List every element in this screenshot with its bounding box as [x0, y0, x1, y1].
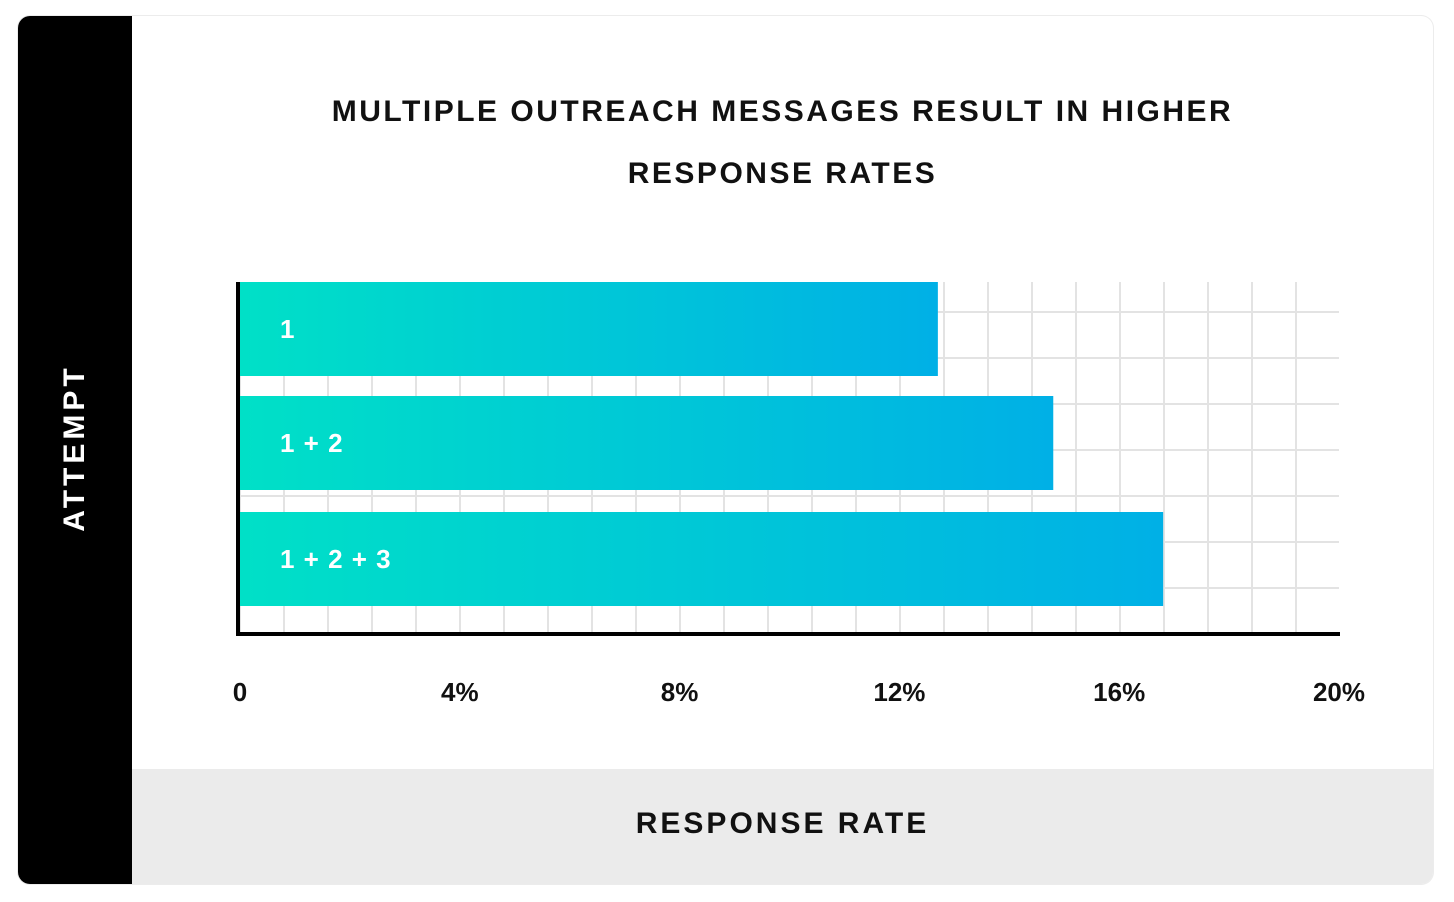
chart-title: MULTIPLE OUTREACH MESSAGES RESULT IN HIG… [132, 81, 1433, 205]
x-tick-label: 12% [873, 677, 925, 707]
x-axis-label: RESPONSE RATE [635, 807, 930, 840]
chart-title-line-2: RESPONSE RATES [627, 157, 938, 190]
x-tick-label: 20% [1313, 677, 1365, 707]
bar [240, 512, 1164, 606]
bar [240, 396, 1054, 490]
bar-label: 1 + 2 [280, 428, 344, 458]
y-axis-band: ATTEMPT [18, 16, 132, 884]
x-tick-label: 4% [441, 677, 479, 707]
bar-label: 1 [280, 314, 295, 344]
x-tick-label: 16% [1093, 677, 1145, 707]
bar [240, 282, 938, 376]
bar-label: 1 + 2 + 3 [280, 544, 392, 574]
x-tick-label: 0 [233, 677, 247, 707]
chart-title-line-1: MULTIPLE OUTREACH MESSAGES RESULT IN HIG… [331, 95, 1234, 128]
x-tick-label: 8% [661, 677, 699, 707]
x-axis-band: RESPONSE RATE [132, 769, 1433, 884]
